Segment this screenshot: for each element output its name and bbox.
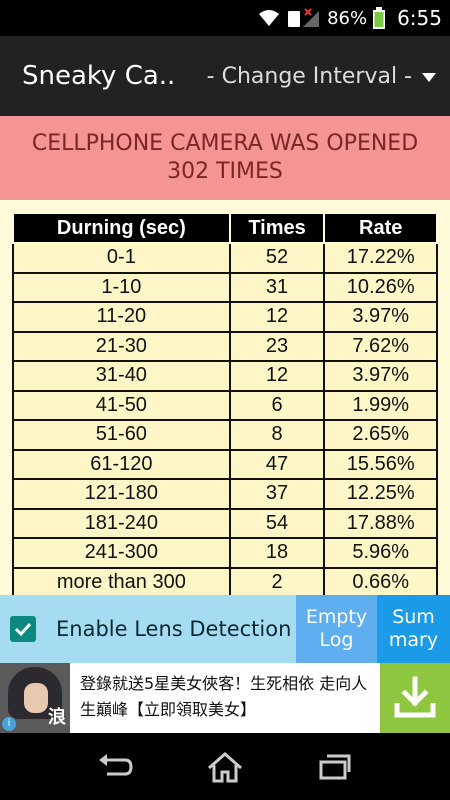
cell-rate: 1.99% [323,389,438,421]
cell-duration: 241-300 [12,537,231,569]
sim-no-signal-icon [287,7,321,29]
cell-rate: 3.97% [323,301,438,333]
wifi-icon [257,8,281,28]
table-header-row: Durning (sec) Times Rate [12,212,438,244]
change-interval-spinner[interactable]: - Change Interval - [207,64,436,89]
home-icon[interactable] [195,742,255,792]
banner-line-1: CELLPHONE CAMERA WAS OPENED [31,131,419,156]
cell-duration: 0-1 [12,242,231,274]
cell-times: 8 [228,419,326,451]
cell-times: 23 [228,330,326,362]
stats-table-area[interactable]: Durning (sec) Times Rate 0-1 52 17.22% 1-1… [0,200,450,595]
cell-times: 37 [228,478,326,510]
cell-duration: 21-30 [12,330,231,362]
cell-duration: 181-240 [12,507,231,539]
cell-rate: 2.65% [323,419,438,451]
cell-rate: 7.62% [323,330,438,362]
status-bar: 86% 6:55 [0,0,450,36]
cell-rate: 17.88% [323,507,438,539]
navigation-bar [0,733,450,800]
cell-duration: 121-180 [12,478,231,510]
lens-detection-label: Enable Lens Detection [56,617,292,641]
cell-rate: 15.56% [323,448,438,480]
summary-button[interactable]: Sum mary [377,595,450,663]
table-row: more than 300 2 0.66% [12,566,438,595]
cell-times: 54 [228,507,326,539]
lens-detection-checkbox[interactable] [10,616,36,642]
dropdown-arrow-icon [422,72,436,82]
duration-stats-table: Durning (sec) Times Rate 0-1 52 17.22% 1-1… [12,212,438,595]
table-row: 61-120 47 15.56% [12,448,438,480]
table-row: 21-30 23 7.62% [12,330,438,362]
cell-duration: 51-60 [12,419,231,451]
empty-log-label-line1: Empty [305,606,368,628]
cell-times: 2 [228,566,326,595]
cell-duration: 31-40 [12,360,231,392]
table-row: 181-240 54 17.88% [12,507,438,539]
interval-label: - Change Interval - [206,63,412,89]
open-count-banner: CELLPHONE CAMERA WAS OPENED 302 TIMES [0,116,450,200]
table-row: 0-1 52 17.22% [12,242,438,274]
app-title: Sneaky Ca... [22,61,178,91]
empty-log-label-line2: Log [319,629,354,651]
cell-times: 47 [228,448,326,480]
header-times: Times [228,212,326,244]
empty-log-button[interactable]: Empty Log [296,595,377,663]
header-rate: Rate [323,212,438,244]
ad-thumb-glyph: 浪 [48,707,66,728]
clock: 6:55 [397,6,442,30]
summary-label-line2: mary [388,629,439,651]
ad-info-icon[interactable]: i [2,717,16,731]
cell-times: 12 [228,301,326,333]
lens-detection-toggle[interactable]: Enable Lens Detection [0,595,296,663]
table-row: 1-10 31 10.26% [12,271,438,303]
ad-text[interactable]: 登錄就送5星美女俠客！生死相依 走向人生巔峰【立即領取美女】 [80,674,368,719]
download-icon[interactable] [380,663,450,733]
ad-banner[interactable]: 浪 i 登錄就送5星美女俠客！生死相依 走向人生巔峰【立即領取美女】 [0,663,450,733]
battery-icon [373,7,386,29]
cell-times: 52 [228,242,326,274]
cell-duration: more than 300 [12,566,231,595]
cell-rate: 17.22% [323,242,438,274]
cell-times: 12 [228,360,326,392]
bottom-controls: Enable Lens Detection Empty Log Sum mary [0,595,450,663]
ad-thumbnail[interactable]: 浪 i [0,663,70,733]
summary-label-line1: Sum [392,606,435,628]
table-row: 41-50 6 1.99% [12,389,438,421]
table-row: 241-300 18 5.96% [12,537,438,569]
checkmark-icon [14,622,32,637]
action-bar: Sneaky Ca... - Change Interval - [0,36,450,116]
table-row: 11-20 12 3.97% [12,301,438,333]
battery-percent: 86% [327,7,368,29]
cell-times: 18 [228,537,326,569]
cell-duration: 41-50 [12,389,231,421]
header-duration: Durning (sec) [12,212,231,244]
cell-rate: 12.25% [323,478,438,510]
cell-duration: 61-120 [12,448,231,480]
table-row: 51-60 8 2.65% [12,419,438,451]
cell-rate: 5.96% [323,537,438,569]
cell-rate: 10.26% [323,271,438,303]
recent-apps-icon[interactable] [305,742,365,792]
table-row: 121-180 37 12.25% [12,478,438,510]
banner-line-2: 302 TIMES [167,159,283,184]
cell-duration: 1-10 [12,271,231,303]
cell-times: 6 [228,389,326,421]
cell-rate: 0.66% [323,566,438,595]
back-icon[interactable] [85,742,145,792]
cell-times: 31 [228,271,326,303]
cell-rate: 3.97% [323,360,438,392]
table-row: 31-40 12 3.97% [12,360,438,392]
cell-duration: 11-20 [12,301,231,333]
